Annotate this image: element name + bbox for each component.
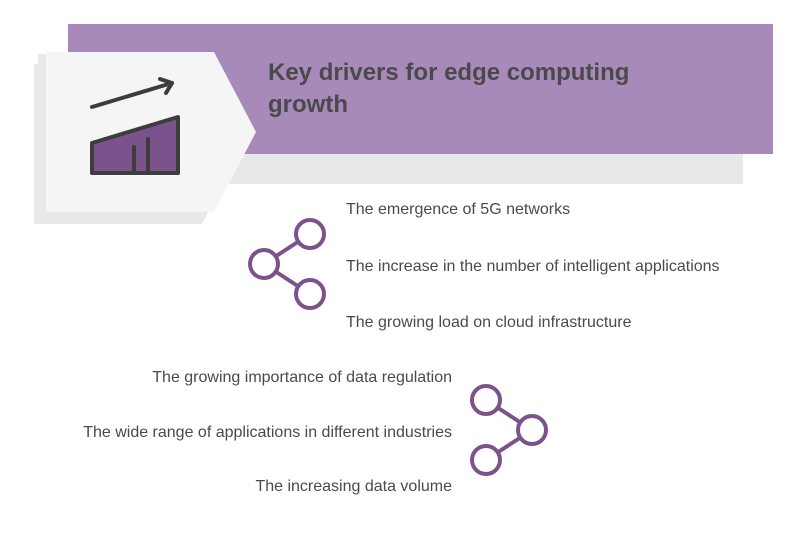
chart-badge (46, 52, 256, 212)
driver-item: The growing importance of data regulatio… (62, 368, 452, 389)
share-icon-right (240, 216, 336, 312)
driver-group-2: The growing importance of data regulatio… (60, 362, 700, 522)
growth-chart-icon (82, 77, 192, 187)
driver-item: The growing load on cloud infrastructure (346, 313, 720, 334)
driver-list-2: The growing importance of data regulatio… (62, 362, 452, 512)
chart-badge-box (46, 52, 256, 212)
driver-item: The emergence of 5G networks (346, 200, 720, 221)
page-title: Key drivers for edge computing growth (268, 57, 688, 122)
driver-item: The wide range of applications in differ… (62, 423, 452, 444)
driver-group-1: The emergence of 5G networks The increas… (240, 192, 780, 352)
share-icon-left (460, 382, 556, 478)
driver-list-1: The emergence of 5G networks The increas… (346, 192, 720, 352)
driver-item: The increasing data volume (62, 477, 452, 498)
driver-item: The increase in the number of intelligen… (346, 257, 720, 278)
